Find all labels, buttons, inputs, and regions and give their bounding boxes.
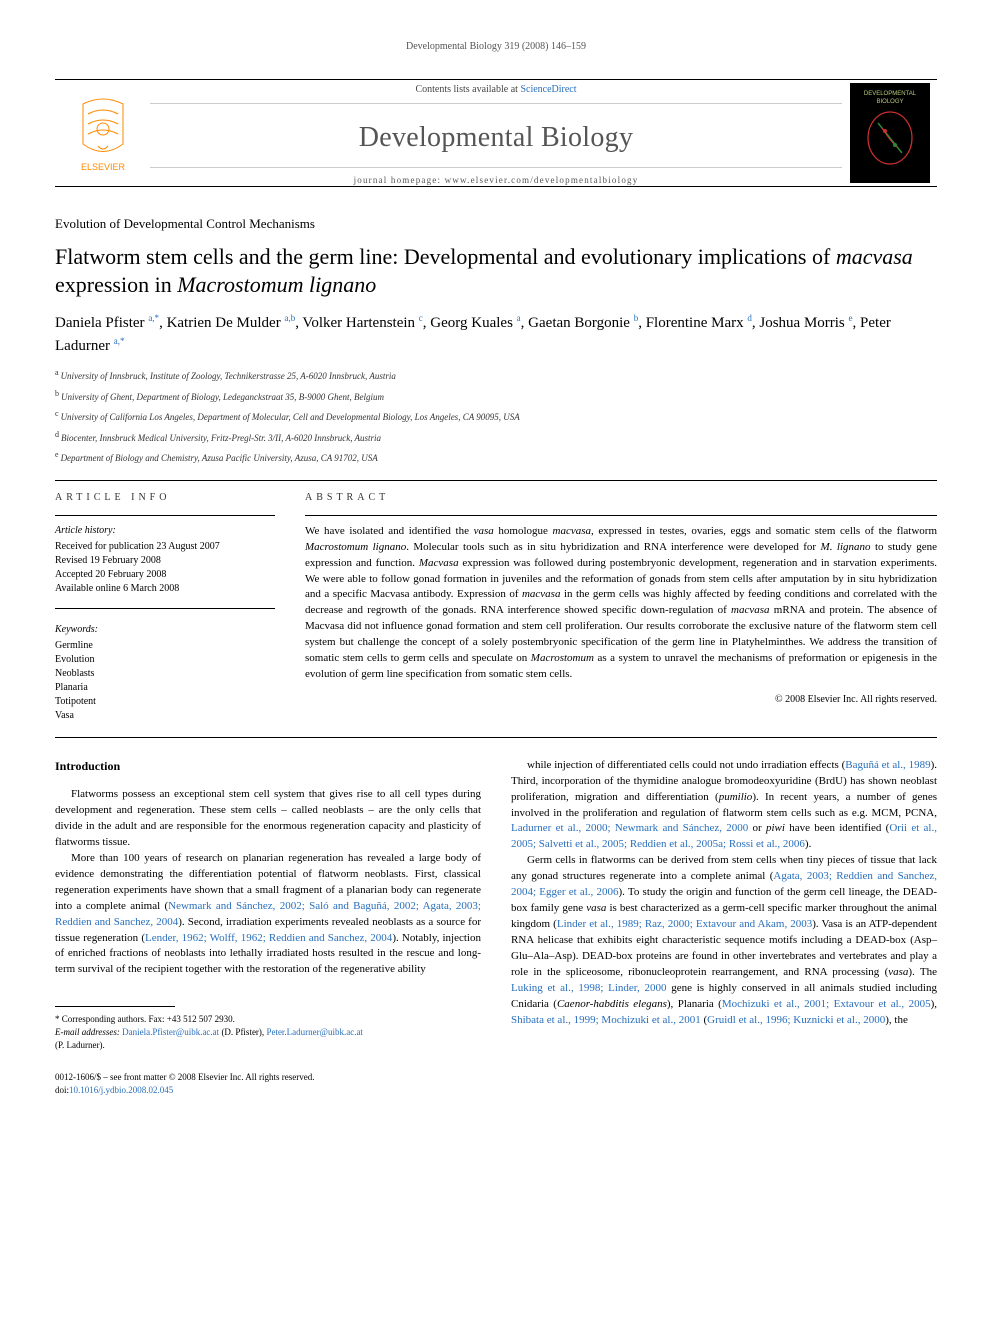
journal-homepage: journal homepage: www.elsevier.com/devel… [150,167,842,187]
article-info-heading: article info [55,491,275,505]
contents-line: Contents lists available at ScienceDirec… [150,83,842,104]
journal-cover-icon: DEVELOPMENTAL BIOLOGY [850,83,930,183]
running-header: Developmental Biology 319 (2008) 146–159 [55,40,937,54]
article-history-heading: Article history: [55,524,275,538]
footnote-rule [55,1006,175,1007]
abstract-body: We have isolated and identified the vasa… [305,524,937,683]
body-left-column: Introduction Flatworms possess an except… [55,758,481,1051]
abstract-heading: abstract [305,491,937,505]
article-type: Evolution of Developmental Control Mecha… [55,215,937,233]
footer-left: 0012-1606/$ – see front matter © 2008 El… [55,1071,315,1096]
publisher-logo-box: ELSEVIER [55,94,150,172]
elsevier-label: ELSEVIER [80,162,125,172]
svg-text:DEVELOPMENTAL: DEVELOPMENTAL [863,91,916,97]
info-abstract-row: article info Article history: Received f… [55,491,937,723]
contents-pre: Contents lists available at [415,84,520,95]
email-link-2[interactable]: Peter.Ladurner@uibk.ac.at [266,1027,363,1037]
info-rule [55,515,275,516]
journal-name: Developmental Biology [150,108,842,167]
rule-below-abstract [55,737,937,738]
abstract-copyright: © 2008 Elsevier Inc. All rights reserved… [305,693,937,707]
article-info-column: article info Article history: Received f… [55,491,275,723]
body-right-text: while injection of differentiated cells … [511,758,937,1029]
corresponding-note: * Corresponding authors. Fax: +43 512 50… [55,1013,481,1026]
elsevier-logo-icon: ELSEVIER [68,94,138,172]
affiliations: a University of Innsbruck, Institute of … [55,367,937,466]
email-name-1: (D. Pfister), [219,1027,266,1037]
info-rule-2 [55,608,275,609]
sciencedirect-link[interactable]: ScienceDirect [520,84,576,95]
body-right-column: while injection of differentiated cells … [511,758,937,1051]
body-columns: Introduction Flatworms possess an except… [55,758,937,1051]
body-left-text: Flatworms possess an exceptional stem ce… [55,787,481,978]
article-history-lines: Received for publication 23 August 2007R… [55,540,275,596]
doi-line: doi:10.1016/j.ydbio.2008.02.045 [55,1084,315,1097]
article-title: Flatworm stem cells and the germ line: D… [55,243,937,298]
svg-text:BIOLOGY: BIOLOGY [876,99,903,105]
keywords-heading: Keywords: [55,623,275,637]
masthead-center: Contents lists available at ScienceDirec… [150,80,842,187]
doi-label: doi: [55,1085,69,1095]
footnotes: * Corresponding authors. Fax: +43 512 50… [55,1013,481,1051]
footer-bar: 0012-1606/$ – see front matter © 2008 El… [55,1071,937,1096]
front-matter-line: 0012-1606/$ – see front matter © 2008 El… [55,1071,315,1084]
email-line: E-mail addresses: Daniela.Pfister@uibk.a… [55,1026,481,1039]
abstract-column: abstract We have isolated and identified… [305,491,937,723]
doi-link[interactable]: 10.1016/j.ydbio.2008.02.045 [69,1085,173,1095]
email-label: E-mail addresses: [55,1027,120,1037]
rule-above-info [55,480,937,481]
introduction-heading: Introduction [55,758,481,775]
email-link-1[interactable]: Daniela.Pfister@uibk.ac.at [122,1027,219,1037]
keywords-list: GermlineEvolutionNeoblastsPlanariaTotipo… [55,639,275,723]
journal-cover-box: DEVELOPMENTAL BIOLOGY [842,83,937,183]
masthead: ELSEVIER Contents lists available at Sci… [55,79,937,187]
abstract-rule [305,515,937,516]
author-list: Daniela Pfister a,*, Katrien De Mulder a… [55,312,937,357]
email-name-2: (P. Ladurner). [55,1039,481,1052]
